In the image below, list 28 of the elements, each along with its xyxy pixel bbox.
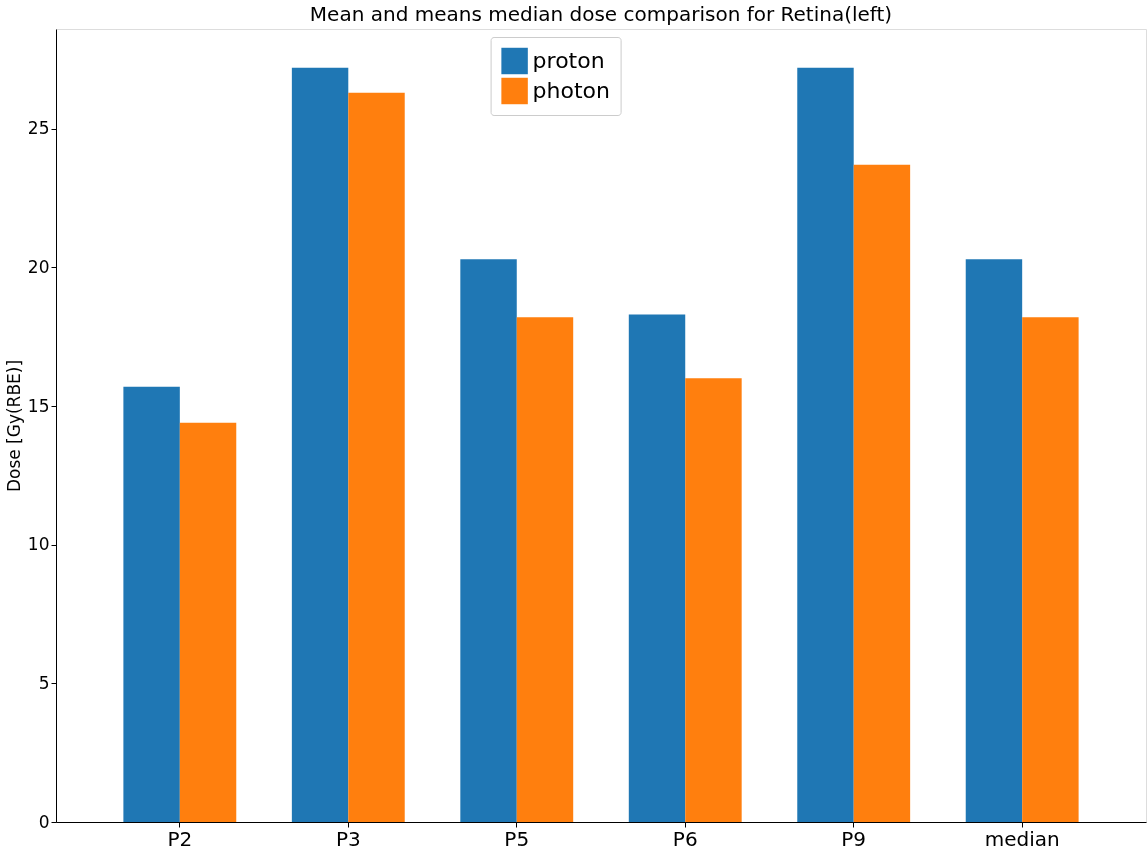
bar (179, 422, 237, 822)
bar (516, 317, 574, 822)
x-tick-label: median (984, 826, 1060, 851)
y-axis-title: Dose [Gy(RBE)] (3, 359, 24, 493)
x-tick-label: P3 (335, 826, 361, 851)
bar (123, 386, 180, 822)
y-tick-label: 0 (38, 811, 50, 832)
bar (685, 378, 742, 822)
bar (1022, 317, 1079, 822)
y-tick-label: 10 (27, 534, 50, 555)
legend-label: photon (532, 78, 611, 103)
chart-title: Mean and means median dose comparison for Retina(left) (309, 2, 893, 26)
y-tick-label: 20 (27, 256, 50, 277)
bar (797, 67, 854, 822)
x-tick-label: P9 (841, 826, 867, 851)
bar (460, 259, 517, 822)
x-tick-label: P5 (504, 826, 530, 851)
bar (965, 259, 1023, 822)
legend-label: proton (532, 48, 605, 73)
bar (291, 67, 349, 822)
bar (853, 164, 911, 822)
y-tick-label: 25 (27, 118, 50, 139)
x-tick-label: P6 (672, 826, 698, 851)
bar (348, 92, 405, 822)
y-tick-label: 5 (38, 672, 50, 693)
x-tick-label: P2 (167, 826, 193, 851)
bar (628, 314, 686, 822)
y-tick-label: 15 (27, 395, 50, 416)
